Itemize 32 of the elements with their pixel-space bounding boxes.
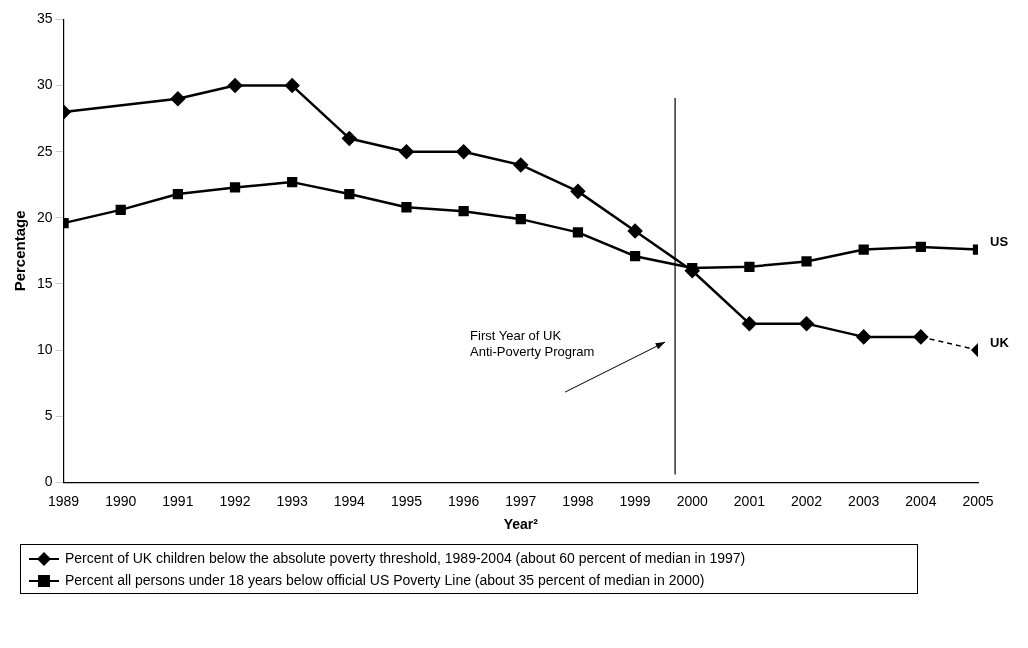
y-tick-label: 15 — [36, 274, 53, 291]
annotation: US — [990, 234, 1009, 250]
y-tick-label: 10 — [36, 340, 53, 357]
x-tick-label: 1999 — [619, 492, 651, 509]
x-tick-label: 2005 — [962, 492, 994, 509]
y-tick-label: 5 — [44, 407, 53, 424]
x-axis-title: Year² — [503, 516, 539, 533]
x-tick-label: 2000 — [676, 492, 709, 509]
x-tick-label: 2004 — [905, 492, 937, 509]
x-tick-label: 2002 — [790, 492, 823, 509]
y-tick-label: 0 — [44, 473, 53, 490]
x-tick-label: 1998 — [562, 492, 594, 509]
x-tick-label: 2001 — [733, 492, 766, 509]
y-tick-label: 35 — [36, 10, 53, 27]
annotation: First Year of UK Anti-Poverty Program — [470, 328, 595, 360]
x-tick-label: 2003 — [848, 492, 880, 509]
x-tick-label: 1990 — [105, 492, 137, 509]
y-tick-label: 25 — [36, 142, 53, 159]
y-tick-label: 20 — [36, 208, 53, 225]
x-tick-label: 1989 — [47, 492, 80, 509]
x-tick-label: 1996 — [448, 492, 480, 509]
x-tick-label: 1994 — [333, 492, 366, 509]
x-tick-label: 1992 — [219, 492, 251, 509]
y-axis-title: Percentage — [11, 210, 29, 292]
x-tick-label: 1993 — [276, 492, 308, 509]
x-tick-label: 1991 — [162, 492, 194, 509]
annotation: UK — [990, 334, 1010, 350]
x-tick-label: 1995 — [390, 492, 423, 509]
x-tick-label: 1997 — [505, 492, 537, 509]
legend-label: Percent all persons under 18 years below official US Poverty Line (about 35 percent of median in 2000) — [65, 572, 705, 588]
y-tick-label: 30 — [36, 76, 53, 93]
legend-label: Percent of UK children below the absolute poverty threshold, 1989-2004 (about 60 percent of median in 1997) — [65, 550, 746, 566]
